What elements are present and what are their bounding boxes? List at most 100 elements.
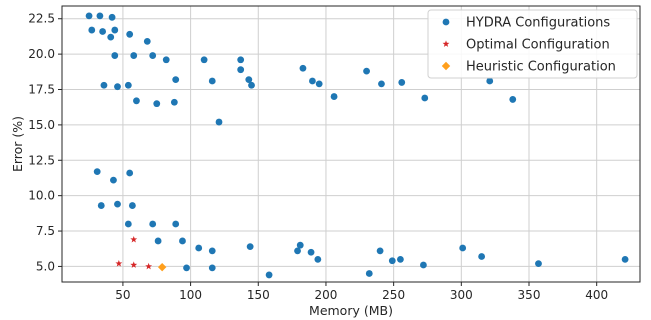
y-tick-label: 5.0 — [36, 259, 55, 273]
circle-point — [509, 96, 517, 103]
circle-point — [459, 244, 467, 252]
circle-point — [88, 26, 96, 34]
y-tick-label: 17.5 — [28, 83, 55, 97]
circle-point — [200, 56, 208, 64]
circle-point — [294, 247, 301, 255]
circle-point — [130, 52, 138, 59]
star-point — [130, 235, 138, 243]
circle-point — [126, 30, 134, 38]
circle-point — [149, 220, 157, 228]
circle-point — [315, 80, 323, 88]
star-point — [115, 260, 123, 267]
x-tick-label: 350 — [518, 288, 541, 302]
legend-marker — [441, 61, 451, 71]
circle-point — [107, 33, 115, 41]
legend-entry-label: Optimal Configuration — [466, 38, 610, 53]
circle-point — [195, 244, 203, 252]
circle-point — [397, 255, 404, 263]
x-tick-label: 400 — [585, 288, 608, 302]
y-axis-label: Error (%) — [10, 116, 25, 172]
x-tick-label: 150 — [247, 288, 270, 302]
circle-point — [237, 56, 245, 64]
y-tick-label: 20.0 — [28, 47, 55, 61]
circle-point — [96, 12, 104, 20]
circle-point — [621, 255, 629, 263]
y-tick-label: 12.5 — [28, 153, 55, 167]
legend-marker — [442, 18, 450, 26]
x-tick-label: 300 — [450, 288, 473, 302]
x-axis-label: Memory (MB) — [309, 303, 393, 318]
circle-point — [208, 77, 216, 85]
circle-point — [126, 169, 134, 177]
y-tick-label: 22.5 — [28, 12, 55, 26]
circle-point — [108, 13, 116, 21]
x-tick-label: 250 — [382, 288, 405, 302]
x-tick-label: 50 — [115, 288, 130, 302]
circle-point — [486, 77, 494, 85]
circle-point — [421, 94, 429, 102]
circle-point — [114, 200, 121, 208]
circle-point — [420, 261, 427, 269]
circle-point — [378, 80, 385, 88]
plot-area-frame — [61, 5, 641, 283]
circle-point — [153, 100, 161, 108]
circle-point — [162, 56, 170, 64]
circle-point — [330, 93, 338, 100]
circle-point — [535, 260, 542, 267]
legend-box — [427, 9, 638, 79]
legend-marker — [442, 40, 450, 47]
circle-point — [309, 77, 316, 85]
circle-point — [398, 79, 406, 86]
x-tick-label: 100 — [179, 288, 202, 302]
circle-point — [307, 248, 315, 256]
circle-point — [128, 202, 136, 209]
circle-point — [133, 97, 140, 105]
star-point — [130, 261, 138, 268]
circle-point — [314, 255, 322, 263]
circle-point — [97, 202, 105, 209]
circle-point — [85, 12, 93, 20]
series-0 — [85, 12, 629, 279]
circle-point — [154, 237, 162, 245]
y-tick-label: 7.5 — [36, 224, 55, 238]
y-tick-label: 15.0 — [28, 118, 55, 132]
circle-point — [248, 81, 255, 89]
circle-point — [179, 237, 186, 245]
legend: HYDRA Configurations Optimal Configuratio… — [427, 9, 638, 79]
circle-point — [296, 241, 304, 249]
star-point — [145, 262, 153, 270]
x-axis-ticks: 50 100 150 200 250 300 350 400 — [115, 282, 608, 302]
circle-point — [265, 271, 273, 279]
circle-point — [149, 52, 157, 59]
circle-point — [208, 247, 216, 255]
circle-point — [111, 52, 119, 59]
circle-point — [237, 66, 245, 74]
circle-point — [365, 270, 373, 277]
circle-point — [245, 76, 253, 83]
legend-entry-label: HYDRA Configurations — [466, 16, 610, 31]
circle-point — [110, 176, 117, 184]
circle-point — [170, 98, 178, 106]
y-tick-label: 10.0 — [28, 189, 55, 203]
circle-point — [124, 81, 132, 89]
circle-point — [208, 264, 216, 272]
circle-point — [388, 257, 396, 265]
circle-point — [215, 118, 223, 126]
circle-point — [478, 253, 486, 260]
circle-point — [363, 67, 370, 75]
circle-point — [100, 81, 108, 89]
y-axis-ticks: 5.0 7.5 10.0 12.5 15.0 17.5 20.0 22.5 — [28, 12, 62, 273]
circle-point — [246, 243, 254, 251]
diamond-point — [157, 262, 167, 272]
circle-point — [93, 168, 101, 176]
series-1 — [115, 235, 153, 270]
circle-point — [376, 247, 384, 255]
legend-entry-label: Heuristic Configuration — [466, 60, 616, 75]
circle-point — [99, 28, 107, 35]
circle-point — [172, 76, 180, 83]
circle-point — [299, 64, 307, 72]
circle-point — [114, 83, 121, 91]
x-tick-label: 200 — [315, 288, 338, 302]
circle-point — [143, 37, 151, 45]
